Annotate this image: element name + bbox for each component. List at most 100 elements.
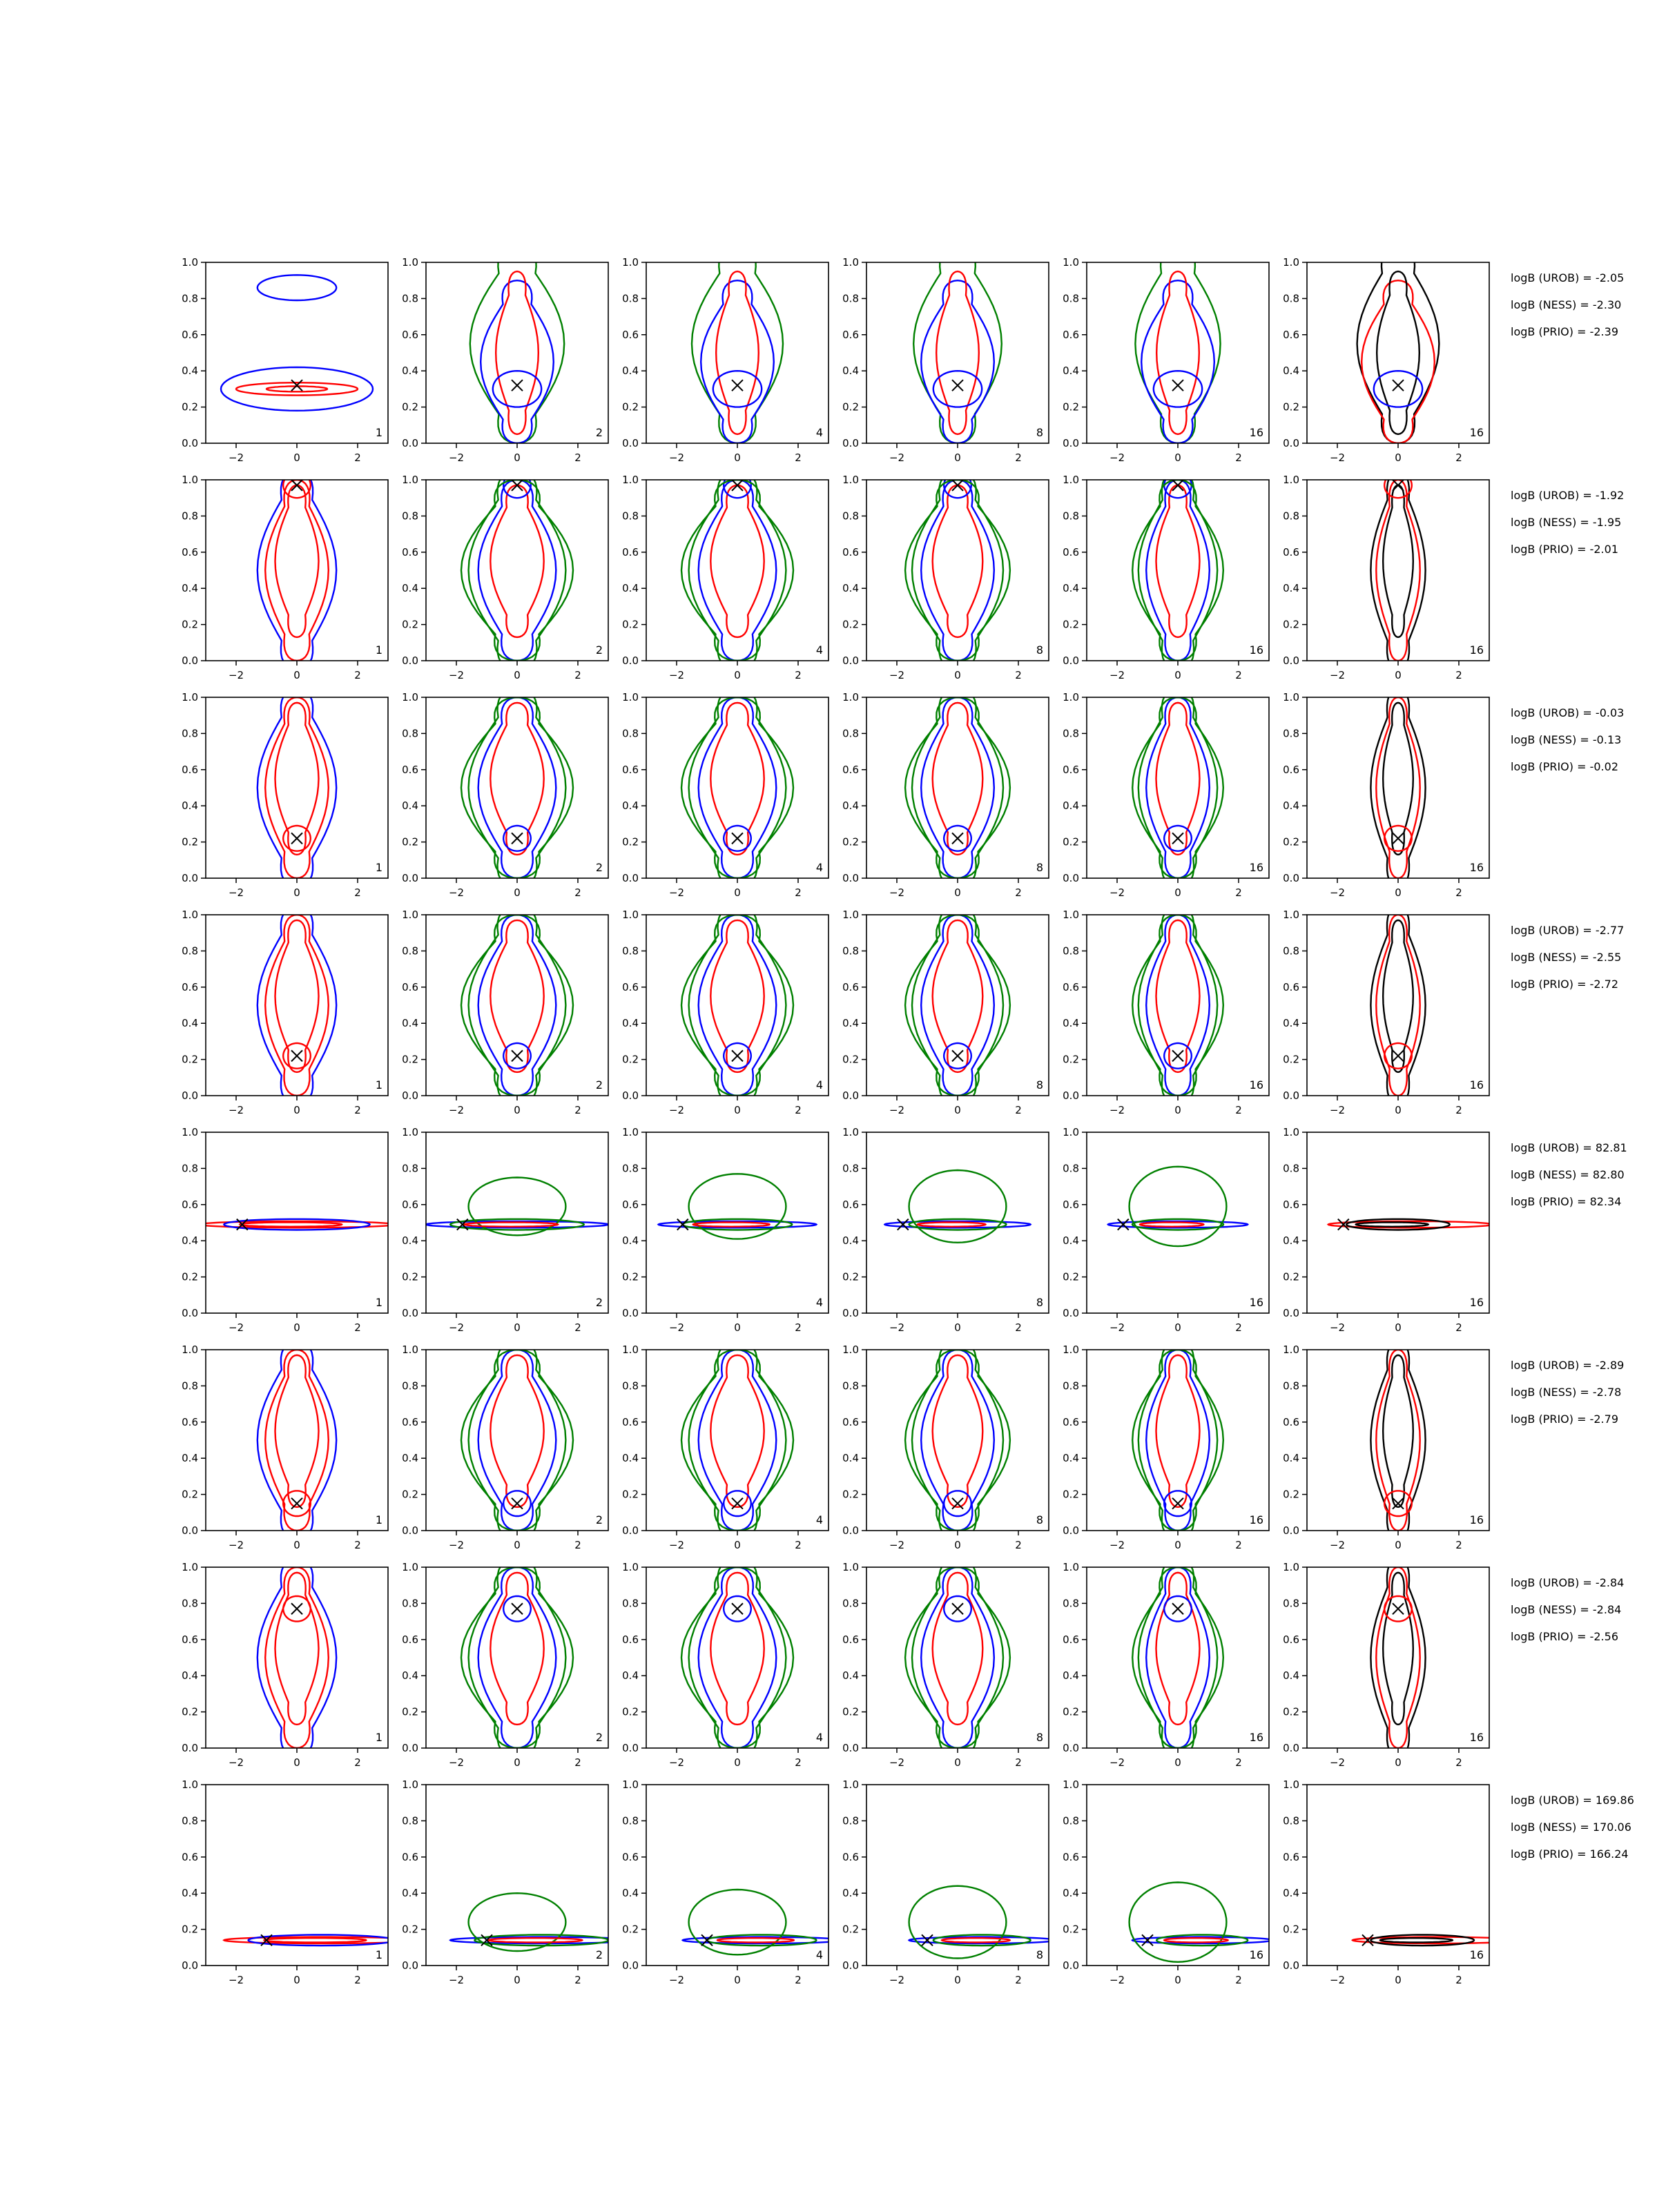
x-tick-label: 2 xyxy=(795,886,802,899)
contour-group xyxy=(426,1176,608,1236)
x-tick-label: −2 xyxy=(1109,1974,1125,1986)
true-value-marker xyxy=(731,1497,744,1510)
contour-group xyxy=(1370,480,1426,661)
contour-line xyxy=(282,1490,312,1517)
y-tick-label: 0.2 xyxy=(182,1271,198,1283)
contour-line xyxy=(477,1567,557,1748)
y-tick-label: 0.0 xyxy=(1063,1524,1079,1537)
y-tick-label: 0.8 xyxy=(622,292,639,304)
y-tick-label: 0.2 xyxy=(182,836,198,848)
y-tick-label: 0.8 xyxy=(402,510,418,522)
contour-line xyxy=(908,1885,1007,1959)
logb-annotation: logB (NESS) = -0.13 xyxy=(1511,733,1621,746)
x-tick-label: 0 xyxy=(514,1104,521,1116)
y-tick-label: 0.0 xyxy=(402,437,418,449)
contour-line xyxy=(908,1218,1007,1231)
y-tick-label: 0.6 xyxy=(1283,764,1299,776)
contour-line xyxy=(1373,369,1424,408)
contour-line xyxy=(920,1567,996,1748)
y-tick-label: 0.4 xyxy=(842,1887,859,1899)
y-tick-label: 0.6 xyxy=(842,329,859,341)
contour-group xyxy=(904,1350,1011,1531)
y-tick-label: 1.0 xyxy=(622,1343,639,1356)
y-tick-label: 0.4 xyxy=(402,582,418,594)
contour-line xyxy=(1370,480,1426,661)
y-tick-label: 0.6 xyxy=(622,546,639,559)
y-tick-label: 0.8 xyxy=(622,944,639,957)
contour-group xyxy=(1131,697,1225,878)
true-value-marker xyxy=(1172,832,1184,845)
y-tick-label: 0.6 xyxy=(402,1633,418,1646)
panel-frame xyxy=(1306,1566,1490,1749)
x-tick-label: 0 xyxy=(734,1539,741,1551)
x-tick-label: 2 xyxy=(1015,1539,1022,1551)
y-tick-label: 0.6 xyxy=(1063,329,1079,341)
y-tick-label: 0.6 xyxy=(182,1416,198,1428)
y-tick-label: 0.2 xyxy=(842,1706,859,1718)
true-value-marker xyxy=(731,832,744,845)
y-tick-label: 0.4 xyxy=(842,1234,859,1247)
y-tick-label: 0.0 xyxy=(1283,1307,1299,1319)
contour-line xyxy=(235,381,359,396)
panel-corner-label: 16 xyxy=(1470,861,1484,874)
y-tick-label: 0.8 xyxy=(1283,727,1299,739)
y-tick-label: 1.0 xyxy=(1063,1343,1079,1356)
x-tick-label: 0 xyxy=(1174,1321,1181,1334)
y-tick-label: 1.0 xyxy=(622,691,639,704)
y-tick-label: 1.0 xyxy=(1283,474,1299,486)
y-tick-label: 0.8 xyxy=(402,944,418,957)
y-tick-label: 0.0 xyxy=(1063,654,1079,667)
x-tick-label: 2 xyxy=(795,452,802,464)
y-tick-label: 0.2 xyxy=(842,836,859,848)
contour-line xyxy=(688,1350,787,1531)
y-tick-label: 0.8 xyxy=(182,1814,198,1827)
panel-corner-label: 8 xyxy=(1036,643,1043,657)
contour-line xyxy=(904,1567,1011,1748)
panel-r4-c4: −2 0 2 0.0 0.2 0.4 0.6 0.8 1.0 8 xyxy=(842,909,1049,1116)
contour-line xyxy=(264,915,330,1096)
contour-line xyxy=(1382,1571,1415,1726)
y-tick-label: 0.0 xyxy=(1063,1089,1079,1102)
contour-line xyxy=(1145,1350,1211,1531)
panel-r7-c3: −2 0 2 0.0 0.2 0.4 0.6 0.8 1.0 4 xyxy=(622,1561,829,1769)
contour-line xyxy=(697,480,777,661)
contour-line xyxy=(490,919,545,1074)
true-value-marker xyxy=(677,1218,689,1231)
contour-line xyxy=(282,480,312,499)
contour-group xyxy=(680,1350,795,1531)
y-tick-label: 0.8 xyxy=(1283,510,1299,522)
x-tick-label: 0 xyxy=(514,1321,521,1334)
panel-r8-c4: −2 0 2 0.0 0.2 0.4 0.6 0.8 1.0 8 xyxy=(842,1778,1049,1986)
contour-line xyxy=(469,262,565,443)
y-tick-label: 0.6 xyxy=(622,1633,639,1646)
contour-group xyxy=(460,697,574,878)
contour-group xyxy=(460,1567,574,1748)
x-tick-label: −2 xyxy=(889,1756,904,1769)
y-tick-label: 0.0 xyxy=(622,872,639,884)
x-tick-label: −2 xyxy=(229,1539,244,1551)
panel-r1-c5: −2 0 2 0.0 0.2 0.4 0.6 0.8 1.0 16 xyxy=(1063,256,1270,464)
contour-group xyxy=(220,274,374,412)
panel-frame xyxy=(646,479,829,661)
contour-line xyxy=(1350,1936,1489,1945)
y-tick-label: 0.6 xyxy=(622,1199,639,1211)
contour-line xyxy=(1145,697,1211,878)
x-tick-label: 2 xyxy=(1235,1974,1242,1986)
y-tick-label: 0.4 xyxy=(182,1017,198,1029)
contour-line xyxy=(1155,1354,1201,1508)
contour-line xyxy=(1382,919,1415,1074)
panel-r1-c2: −2 0 2 0.0 0.2 0.4 0.6 0.8 1.0 2 xyxy=(402,256,609,464)
panel-corner-label: 2 xyxy=(596,1948,603,1961)
panel-corner-label: 1 xyxy=(376,861,382,874)
contour-line xyxy=(1163,1490,1193,1517)
contour-group xyxy=(912,262,1003,443)
x-tick-label: 0 xyxy=(293,886,300,899)
x-tick-label: −2 xyxy=(1330,1539,1345,1551)
y-tick-label: 0.2 xyxy=(622,1488,639,1501)
contour-line xyxy=(247,1934,388,1947)
y-tick-label: 1.0 xyxy=(842,909,859,921)
x-tick-label: −2 xyxy=(669,1539,684,1551)
panel-corner-label: 8 xyxy=(1036,1078,1043,1092)
y-tick-label: 0.8 xyxy=(622,1379,639,1392)
